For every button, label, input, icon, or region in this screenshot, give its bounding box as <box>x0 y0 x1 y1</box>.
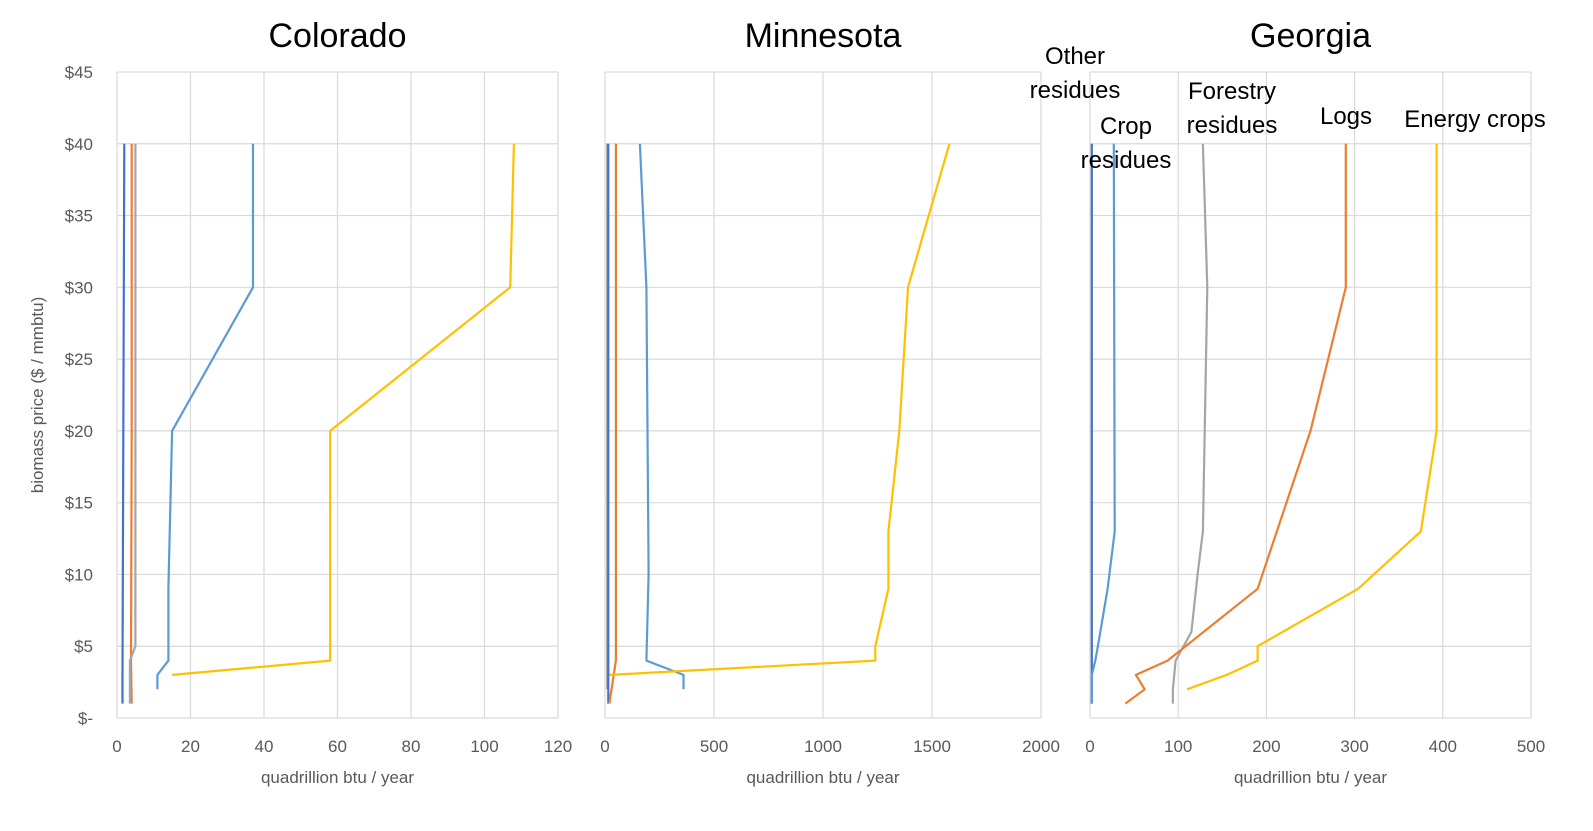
x-tick-label: 500 <box>700 737 728 756</box>
series-line-forestry-residues <box>1171 143 1209 704</box>
x-tick-label: 300 <box>1340 737 1368 756</box>
series-line-logs <box>608 143 618 704</box>
series-line-logs <box>129 143 133 704</box>
x-tick-label: 500 <box>1517 737 1545 756</box>
x-axis-title: quadrillion btu / year <box>746 768 899 787</box>
series-line-energy-crops <box>172 143 515 676</box>
x-axis-title: quadrillion btu / year <box>1234 768 1387 787</box>
y-tick-label: $5 <box>74 637 93 656</box>
annotation-crop-residues: residues <box>1081 147 1172 174</box>
x-tick-label: 40 <box>255 737 274 756</box>
panel-colorado: 0 20 40 60 80 100 120 Colorado quadrillion btu /… <box>112 17 572 787</box>
panel-minnesota: 0 500 1000 1500 2000 Minnesota quadrillion btu… <box>600 17 1060 787</box>
y-tick-label: $- <box>78 709 93 728</box>
series-line-logs <box>1124 143 1347 705</box>
annotation-forestry-residues: residues <box>1187 112 1278 139</box>
y-tick-label: $10 <box>65 565 93 584</box>
x-tick-label: 200 <box>1252 737 1280 756</box>
y-tick-label: $20 <box>65 422 93 441</box>
series-line-crop-residues <box>156 143 255 690</box>
x-tick-label: 0 <box>112 737 121 756</box>
x-tick-label: 20 <box>181 737 200 756</box>
y-tick-label: $40 <box>65 135 93 154</box>
x-tick-label: 100 <box>1164 737 1192 756</box>
y-tick-label: $25 <box>65 350 93 369</box>
panel-georgia: 0 100 200 300 400 500 Georgia quadrillion btu /… <box>1085 17 1545 787</box>
annotation-logs: Logs <box>1320 103 1372 130</box>
series-line-forestry-residues <box>128 143 137 704</box>
series-line-energy-crops <box>1186 143 1438 691</box>
y-axis-title: biomass price ($ / mmbtu) <box>28 297 47 494</box>
annotation-other-residues: residues <box>1030 77 1121 104</box>
annotation-energy-crops: Energy crops <box>1404 106 1545 133</box>
x-tick-label: 400 <box>1429 737 1457 756</box>
series-line-energy-crops <box>609 143 951 676</box>
annotation-other-residues: Other <box>1045 43 1105 70</box>
x-tick-label: 0 <box>600 737 609 756</box>
y-tick-label: $45 <box>65 63 93 82</box>
panel-title: Colorado <box>269 17 407 55</box>
panel-title: Georgia <box>1250 17 1371 55</box>
x-tick-label: 100 <box>470 737 498 756</box>
annotation-crop-residues: Crop <box>1100 113 1152 140</box>
x-axis-title: quadrillion btu / year <box>261 768 414 787</box>
y-tick-label: $30 <box>65 278 93 297</box>
x-tick-label: 60 <box>328 737 347 756</box>
x-tick-label: 1000 <box>804 737 842 756</box>
x-tick-label: 2000 <box>1022 737 1060 756</box>
series-line-crop-residues <box>638 143 685 690</box>
y-tick-label: $15 <box>65 494 93 513</box>
x-tick-label: 1500 <box>913 737 951 756</box>
y-tick-label: $35 <box>65 207 93 226</box>
x-tick-label: 120 <box>544 737 572 756</box>
annotation-forestry-residues: Forestry <box>1188 78 1276 105</box>
x-tick-label: 80 <box>402 737 421 756</box>
series-line-crop-residues <box>1090 143 1116 704</box>
panel-title: Minnesota <box>745 17 902 55</box>
series-line-other-residues <box>121 143 126 704</box>
x-tick-label: 0 <box>1085 737 1094 756</box>
